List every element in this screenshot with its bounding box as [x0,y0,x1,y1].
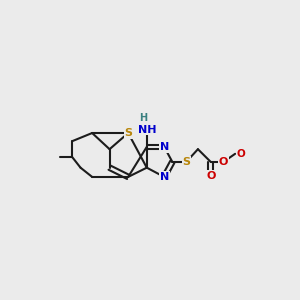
Text: O: O [206,171,215,181]
Text: S: S [182,157,190,167]
Text: N: N [160,142,169,152]
Text: NH: NH [137,124,156,135]
Text: O: O [236,149,245,159]
Text: H: H [139,113,147,123]
Text: O: O [219,157,228,167]
Text: N: N [160,172,169,182]
Text: S: S [124,128,132,138]
